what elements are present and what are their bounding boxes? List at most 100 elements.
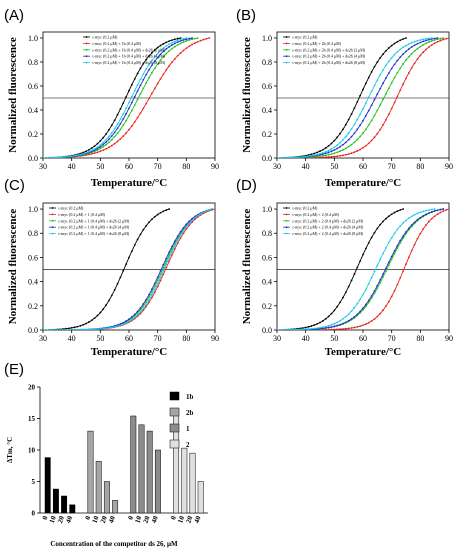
series-point-0 [179,37,182,39]
series-point-3 [359,310,362,313]
series-point-0 [316,323,319,325]
series-point-4 [151,293,153,296]
series-point-4 [387,241,390,244]
line-chart-panel-3: (D) 30 40 50 60 70 80 90 0.0 0.2 0.4 0.6 0.8 1.0 Tempe… [236,177,453,358]
series-point-1 [182,232,185,235]
series-point-0 [165,41,168,44]
series-point-4 [299,156,301,158]
legend-entry: c-myc (0.2 μM) + 1 (0.4 μM) + ds26 (2 μM… [58,218,130,223]
series-point-4 [202,211,205,214]
series-point-4 [382,252,384,255]
legend-entry: c-myc (0.2 μM) + 2 (0.4 μM) + ds26 (8 μM… [292,231,364,236]
series-point-3 [385,77,387,79]
series-point-4 [287,328,290,330]
series-point-1 [122,135,125,138]
y-tick-label: 0.4 [262,106,272,115]
series-point-3 [393,250,396,252]
series-point-2 [176,43,179,46]
series-point-1 [151,92,153,95]
series-point-1 [327,156,330,158]
series-point-4 [179,38,182,41]
series-point-1 [436,213,439,216]
y-tick-label: 5 [32,478,36,486]
series-point-0 [99,140,102,142]
series-point-3 [347,138,350,141]
y-tick-label: 0.0 [262,154,272,163]
x-tick-label: 50 [330,162,338,171]
series-point-3 [364,114,367,117]
series-point-2 [159,59,162,62]
series-point-0 [367,76,370,79]
series-point-4 [367,282,370,285]
series-point-0 [342,296,344,299]
series-point-3 [136,90,139,92]
series-point-2 [373,292,376,295]
series-point-0 [379,56,382,59]
series-point-4 [168,257,171,259]
series-point-2 [373,114,376,117]
bar-2-20 [189,452,196,514]
series-point-4 [353,306,356,309]
series-point-4 [128,320,130,323]
series-point-1 [350,152,353,155]
series-point-2 [430,40,433,42]
y-tick-label: 1.0 [28,34,38,43]
series-point-4 [70,328,73,330]
series-point-1 [436,40,439,43]
series-point-4 [142,73,145,75]
series-point-0 [130,250,133,252]
series-point-3 [356,128,359,131]
series-point-3 [333,325,336,328]
series-point-2 [439,37,442,40]
series-point-3 [370,104,373,107]
legend-entry: c-myc (0.2 μM) + 2 (0.4 μM) + ds26 (4 μM… [292,225,364,230]
series-point-3 [179,230,182,233]
y-tick-label: 1.0 [28,205,38,214]
legend-entry: c-myc (0.2 μM) [58,206,84,211]
bar-2b-0 [87,430,94,514]
series-point-1 [376,132,379,135]
series-point-4 [162,269,165,272]
series-point-0 [145,224,148,227]
series-point-0 [108,128,110,131]
series-point-2 [330,153,333,155]
series-point-4 [73,154,76,157]
series-point-0 [370,236,373,239]
series-point-4 [62,156,64,158]
series-point-4 [130,318,133,321]
series-point-1 [405,77,407,80]
series-point-3 [159,53,162,56]
series-point-4 [330,323,333,326]
series-point-3 [153,282,156,285]
series-point-0 [336,136,339,139]
series-point-4 [151,59,153,62]
series-point-2 [396,247,399,249]
series-point-4 [425,37,427,40]
series-point-0 [87,148,90,151]
series-point-4 [304,328,307,330]
series-point-3 [145,73,148,76]
series-point-4 [307,155,310,158]
series-point-2 [116,132,119,135]
series-point-1 [356,150,359,152]
series-point-0 [90,319,93,322]
series-point-1 [376,315,379,318]
y-tick-label: 0.8 [28,58,38,67]
series-point-4 [113,325,116,328]
bar-2b-40 [112,500,119,514]
series-point-1 [433,215,436,218]
series-point-1 [179,237,182,239]
series-point-0 [156,213,159,216]
series-point-2 [148,76,150,79]
series-point-4 [277,329,278,330]
series-point-4 [379,73,382,76]
series-point-0 [168,40,171,43]
series-point-0 [342,128,344,131]
series-point-3 [182,39,185,41]
series-point-4 [196,214,199,217]
series-point-3 [428,212,430,214]
series-point-4 [278,329,281,330]
series-point-1 [171,61,173,64]
legend-marker-3 [285,55,288,58]
series-point-4 [70,155,73,158]
